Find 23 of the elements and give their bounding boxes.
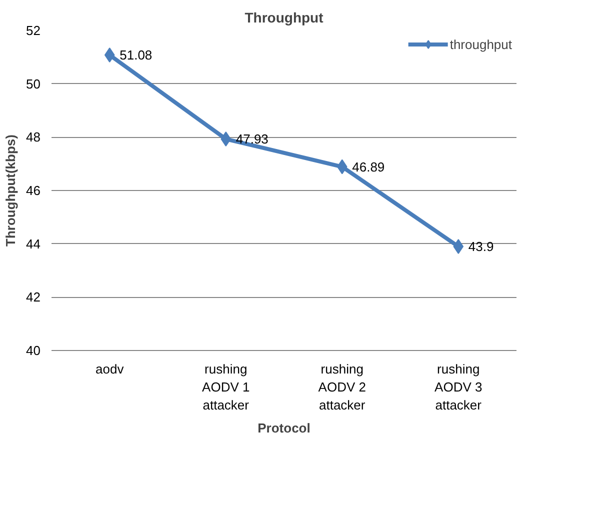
data-label: 43.9 xyxy=(468,239,494,254)
y-tick-label: 46 xyxy=(26,183,41,198)
data-label: 46.89 xyxy=(352,159,385,174)
y-tick-label: 52 xyxy=(26,23,41,38)
point xyxy=(336,159,348,174)
y-tick-label: 50 xyxy=(26,76,41,92)
x-tick-label: rushing AODV 3 attacker xyxy=(434,362,482,412)
y-tick-label: 42 xyxy=(26,290,41,305)
x-axis-title: Protocol xyxy=(258,420,310,436)
x-tick-label: rushing AODV 2 attacker xyxy=(318,362,366,412)
x-tick-label: rushing AODV 1 attacker xyxy=(202,362,250,412)
y-tick-label: 44 xyxy=(26,236,41,252)
y-tick-label: 48 xyxy=(26,130,41,145)
data-label: 51.08 xyxy=(120,48,152,63)
point xyxy=(104,48,115,63)
point xyxy=(453,239,464,254)
x-tick-label: aodv xyxy=(96,362,124,376)
chart-title: Throughput xyxy=(244,10,324,26)
y-axis-title: Throughput(kbps) xyxy=(3,134,18,246)
point xyxy=(220,132,232,147)
legend-label: throughput xyxy=(450,36,512,52)
y-tick-label: 40 xyxy=(26,343,41,358)
data-label: 47.93 xyxy=(236,132,268,147)
